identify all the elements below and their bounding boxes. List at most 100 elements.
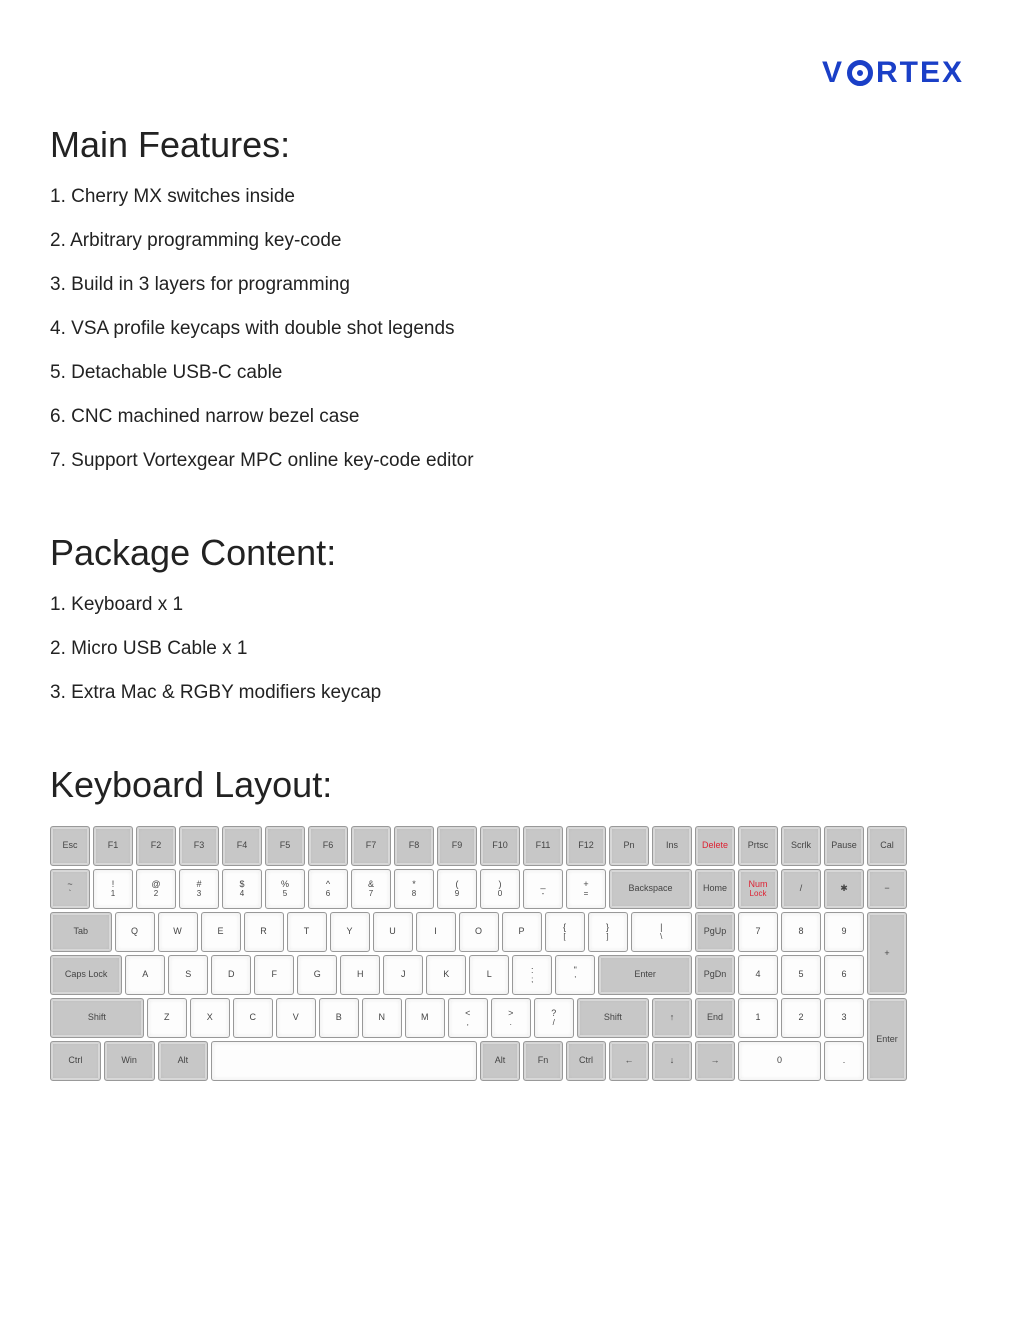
- keycap: :;: [512, 955, 552, 995]
- keycap: →: [695, 1041, 735, 1081]
- keycap: Alt: [158, 1041, 209, 1081]
- keycap: Win: [104, 1041, 155, 1081]
- keycap: ?/: [534, 998, 574, 1038]
- keycap: 7: [738, 912, 778, 952]
- keycap: U: [373, 912, 413, 952]
- section-title-layout: Keyboard Layout:: [50, 764, 970, 806]
- keycap: )0: [480, 869, 520, 909]
- keycap: Alt: [480, 1041, 520, 1081]
- list-item: VSA profile keycaps with double shot leg…: [50, 318, 970, 340]
- keycap: !1: [93, 869, 133, 909]
- keycap: +=: [566, 869, 606, 909]
- keycap: F5: [265, 826, 305, 866]
- keycap: $4: [222, 869, 262, 909]
- keycap: Shift: [50, 998, 144, 1038]
- list-item: Arbitrary programming key-code: [50, 230, 970, 252]
- keycap: 6: [824, 955, 864, 995]
- keycap: 4: [738, 955, 778, 995]
- keycap: >.: [491, 998, 531, 1038]
- keycap: Fn: [523, 1041, 563, 1081]
- keycap: |\: [631, 912, 693, 952]
- keycap: M: [405, 998, 445, 1038]
- keycap: PgUp: [695, 912, 735, 952]
- keycap: Pn: [609, 826, 649, 866]
- keycap: _-: [523, 869, 563, 909]
- keycap: *8: [394, 869, 434, 909]
- keycap: Caps Lock: [50, 955, 122, 995]
- keycap: K: [426, 955, 466, 995]
- brand-logo: VRTEX: [822, 56, 964, 90]
- keycap: V: [276, 998, 316, 1038]
- keycap: ~`: [50, 869, 90, 909]
- keycap: F: [254, 955, 294, 995]
- keycap: ✱: [824, 869, 864, 909]
- keycap: ↓: [652, 1041, 692, 1081]
- list-item: Detachable USB-C cable: [50, 362, 970, 384]
- keycap: #3: [179, 869, 219, 909]
- keycap: C: [233, 998, 273, 1038]
- keycap: "': [555, 955, 595, 995]
- keycap: F3: [179, 826, 219, 866]
- keycap: Ctrl: [50, 1041, 101, 1081]
- keycap: F2: [136, 826, 176, 866]
- keycap: PgDn: [695, 955, 735, 995]
- keycap: Y: [330, 912, 370, 952]
- keycap: %5: [265, 869, 305, 909]
- keycap: 1: [738, 998, 778, 1038]
- keycap: −: [867, 869, 907, 909]
- keycap: 9: [824, 912, 864, 952]
- keycap: }]: [588, 912, 628, 952]
- keycap: [211, 1041, 477, 1081]
- keycap: F4: [222, 826, 262, 866]
- keycap: @2: [136, 869, 176, 909]
- keycap: F9: [437, 826, 477, 866]
- keycap: F10: [480, 826, 520, 866]
- keycap: Tab: [50, 912, 112, 952]
- keycap: F6: [308, 826, 348, 866]
- keyboard-layout-diagram: EscF1F2F3F4F5F6F7F8F9F10F11F12PnInsDelet…: [50, 826, 970, 1081]
- keycap: L: [469, 955, 509, 995]
- keycap: A: [125, 955, 165, 995]
- keycap: R: [244, 912, 284, 952]
- keycap: 8: [781, 912, 821, 952]
- features-list: Cherry MX switches insideArbitrary progr…: [50, 186, 970, 472]
- keycap: Pause: [824, 826, 864, 866]
- keycap: J: [383, 955, 423, 995]
- keycap: .: [824, 1041, 864, 1081]
- keycap: F8: [394, 826, 434, 866]
- keycap: Backspace: [609, 869, 692, 909]
- list-item: CNC machined narrow bezel case: [50, 406, 970, 428]
- keycap: Ins: [652, 826, 692, 866]
- keycap: I: [416, 912, 456, 952]
- keycap: E: [201, 912, 241, 952]
- keycap: G: [297, 955, 337, 995]
- package-list: Keyboard x 1Micro USB Cable x 1Extra Mac…: [50, 594, 970, 704]
- keycap: End: [695, 998, 735, 1038]
- keycap: Q: [115, 912, 155, 952]
- list-item: Support Vortexgear MPC online key-code e…: [50, 450, 970, 472]
- keycap: Z: [147, 998, 187, 1038]
- keycap: Scrlk: [781, 826, 821, 866]
- keycap: F11: [523, 826, 563, 866]
- keycap: /: [781, 869, 821, 909]
- keycap: Prtsc: [738, 826, 778, 866]
- keycap: Shift: [577, 998, 649, 1038]
- keycap: Delete: [695, 826, 735, 866]
- keycap: H: [340, 955, 380, 995]
- keycap: &7: [351, 869, 391, 909]
- keycap: Home: [695, 869, 735, 909]
- keycap: F7: [351, 826, 391, 866]
- keycap: <,: [448, 998, 488, 1038]
- keycap: N: [362, 998, 402, 1038]
- keycap: F1: [93, 826, 133, 866]
- keycap: Enter: [598, 955, 692, 995]
- keycap: 2: [781, 998, 821, 1038]
- keycap: W: [158, 912, 198, 952]
- list-item: Keyboard x 1: [50, 594, 970, 616]
- keycap: (9: [437, 869, 477, 909]
- keycap: 3: [824, 998, 864, 1038]
- keycap: Esc: [50, 826, 90, 866]
- keycap: S: [168, 955, 208, 995]
- keycap: Enter: [867, 998, 907, 1081]
- section-title-package: Package Content:: [50, 532, 970, 574]
